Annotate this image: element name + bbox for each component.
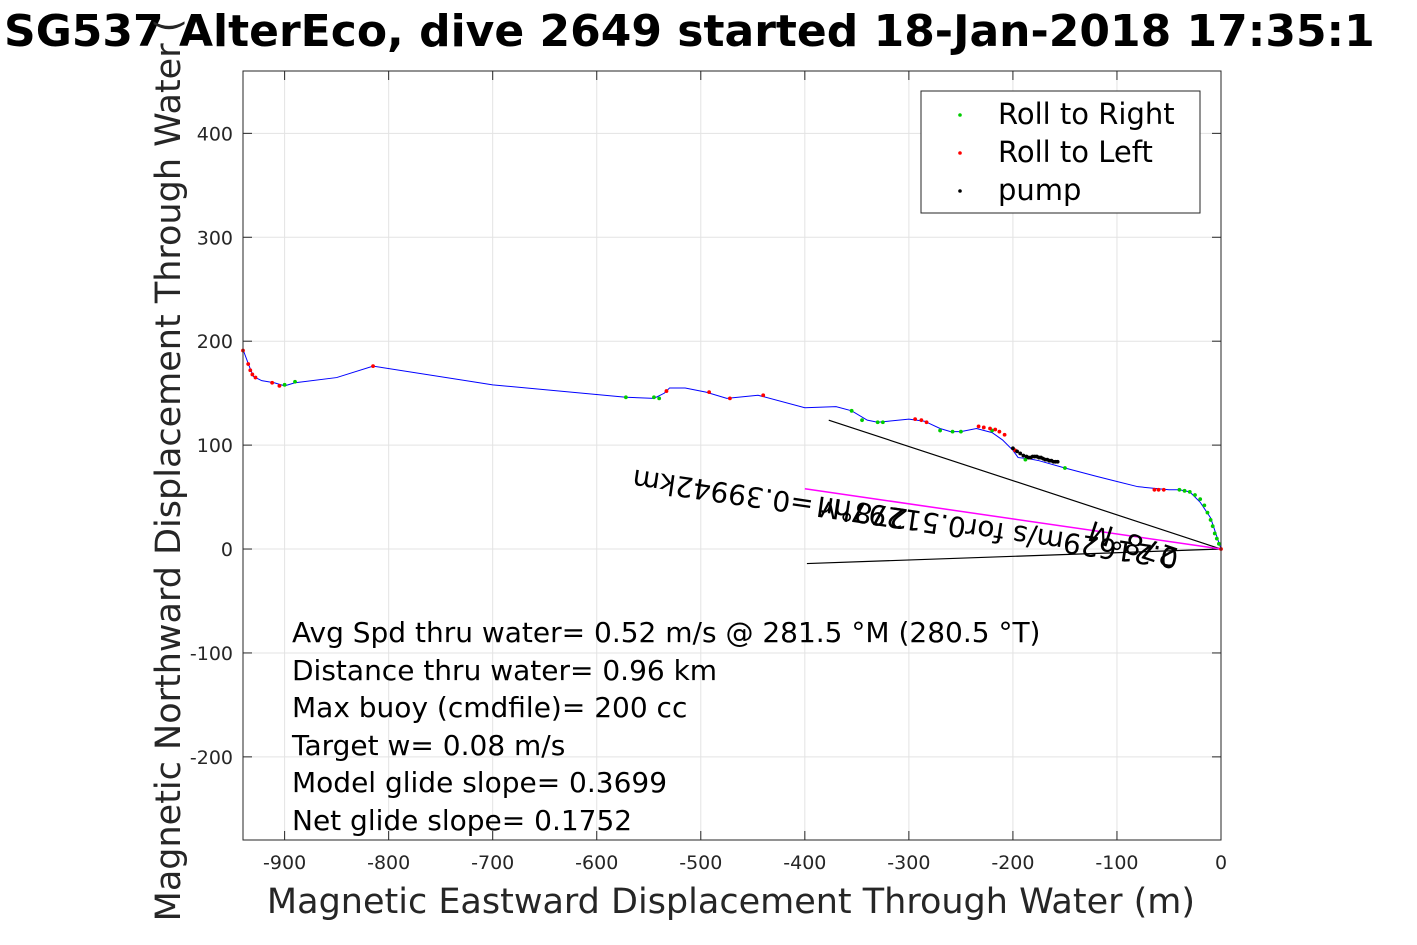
roll-left-point	[913, 417, 918, 422]
legend-label-roll-right: Roll to Right	[998, 97, 1175, 131]
roll-left-point	[1152, 487, 1157, 492]
roll-right-point	[1198, 497, 1203, 502]
roll-left-point	[1156, 487, 1161, 492]
y-tick-label: 100	[197, 435, 233, 457]
annotation-model-glide: Model glide slope= 0.3699	[292, 766, 667, 799]
current-line	[804, 488, 1222, 550]
roll-right-point	[652, 395, 656, 400]
roll-right-point	[1023, 457, 1028, 462]
roll-left-point	[371, 364, 375, 369]
legend: Roll to Right Roll to Left pump	[920, 90, 1201, 214]
pump-point	[1021, 453, 1026, 458]
y-axis-label: Magnetic Northward Displacement Through …	[149, 19, 189, 922]
roll-right-point	[1193, 493, 1197, 497]
roll-right-point	[1212, 531, 1217, 536]
x-tick-label: -600	[575, 852, 618, 874]
roll-left-point	[1161, 487, 1166, 492]
x-tick-label: -900	[263, 852, 306, 874]
roll-left-point	[250, 372, 255, 377]
roll-right-point	[849, 408, 854, 413]
x-tick-label: -800	[367, 852, 410, 874]
roll-left-point	[761, 393, 766, 398]
roll-left-point	[253, 375, 258, 380]
roll-right-point	[1182, 488, 1187, 493]
roll-left-point	[707, 390, 712, 395]
roll-left-point	[664, 389, 669, 393]
pump-point	[1011, 446, 1015, 451]
tick-labels: -900 -800 -700 -600 -500 -400 -300 -200 -100 0 -20…	[190, 123, 1227, 874]
roll-left-point	[993, 427, 998, 432]
x-tick-label: -400	[783, 852, 826, 874]
heading-line	[828, 419, 1222, 550]
x-tick-label: -500	[679, 852, 722, 874]
roll-right-point	[1210, 524, 1215, 529]
roll-left-point	[248, 368, 253, 373]
roll-right-point	[282, 382, 287, 387]
series-layer	[241, 348, 1223, 565]
legend-marker-pump	[958, 189, 962, 193]
y-tick-label: 200	[197, 331, 233, 353]
roll-right-point	[623, 395, 628, 400]
pump-point	[1015, 449, 1019, 454]
stats-annotations: Avg Spd thru water= 0.52 m/s @ 281.5 °M …	[291, 616, 1040, 837]
legend-marker-roll-right	[958, 113, 962, 117]
roll-right-point	[1205, 510, 1210, 515]
y-tick-label: 400	[197, 123, 233, 145]
pump-point	[1055, 459, 1060, 464]
roll-right-point	[1208, 518, 1213, 522]
roll-left-point	[976, 424, 981, 429]
y-tick-label: -200	[190, 747, 233, 769]
roll-right-point	[958, 429, 963, 434]
legend-label-roll-left: Roll to Left	[998, 135, 1153, 169]
roll-right-point	[1214, 536, 1219, 541]
roll-left-point	[997, 429, 1002, 434]
roll-left-point	[981, 425, 986, 430]
roll-right-point	[1217, 541, 1221, 546]
heading-line	[806, 548, 1222, 565]
roll-right-point	[657, 396, 662, 401]
track-line	[242, 349, 1222, 550]
x-tick-label: 0	[1215, 852, 1227, 874]
roll-right-point	[950, 429, 955, 434]
plot-frame	[242, 70, 1222, 841]
x-tick-label: -200	[991, 852, 1034, 874]
legend-marker-roll-left	[958, 151, 962, 155]
annotation-avg-speed: Avg Spd thru water= 0.52 m/s @ 281.5 °M …	[292, 616, 1040, 649]
pump-point	[1018, 451, 1023, 456]
roll-left-point	[728, 396, 732, 401]
roll-right-point	[1177, 487, 1182, 492]
annotation-target-w: Target w= 0.08 m/s	[291, 729, 565, 762]
legend-box	[920, 90, 1201, 214]
x-axis-label: Magnetic Eastward Displacement Through W…	[267, 882, 1195, 922]
roll-right-point	[293, 379, 297, 384]
x-tick-label: -300	[887, 852, 930, 874]
x-tick-label: -700	[471, 852, 514, 874]
roll-right-point	[938, 428, 942, 433]
roll-right-point	[1063, 466, 1067, 470]
annotation-max-buoy: Max buoy (cmdfile)= 200 cc	[292, 691, 687, 724]
roll-left-point	[277, 383, 282, 388]
y-tick-label: -100	[190, 643, 233, 665]
roll-left-point	[246, 362, 251, 366]
roll-right-point	[875, 420, 880, 425]
annotation-net-glide: Net glide slope= 0.1752	[292, 804, 632, 837]
annotation-distance: Distance thru water= 0.96 km	[292, 654, 717, 687]
roll-left-point	[924, 420, 929, 425]
roll-right-point	[880, 420, 885, 425]
y-tick-label: 300	[197, 227, 233, 249]
roll-left-point	[1002, 432, 1007, 437]
x-tick-label: -100	[1095, 852, 1138, 874]
roll-right-point	[860, 418, 864, 423]
roll-left-point	[270, 380, 275, 385]
roll-right-point	[1187, 489, 1192, 494]
roll-left-point	[919, 418, 924, 423]
roll-left-point	[988, 426, 992, 431]
legend-label-pump: pump	[998, 173, 1081, 207]
roll-right-point	[1202, 503, 1207, 508]
chart-title: SG537 AlterEco, dive 2649 started 18-Jan…	[4, 6, 1375, 57]
y-tick-label: 0	[221, 539, 233, 561]
